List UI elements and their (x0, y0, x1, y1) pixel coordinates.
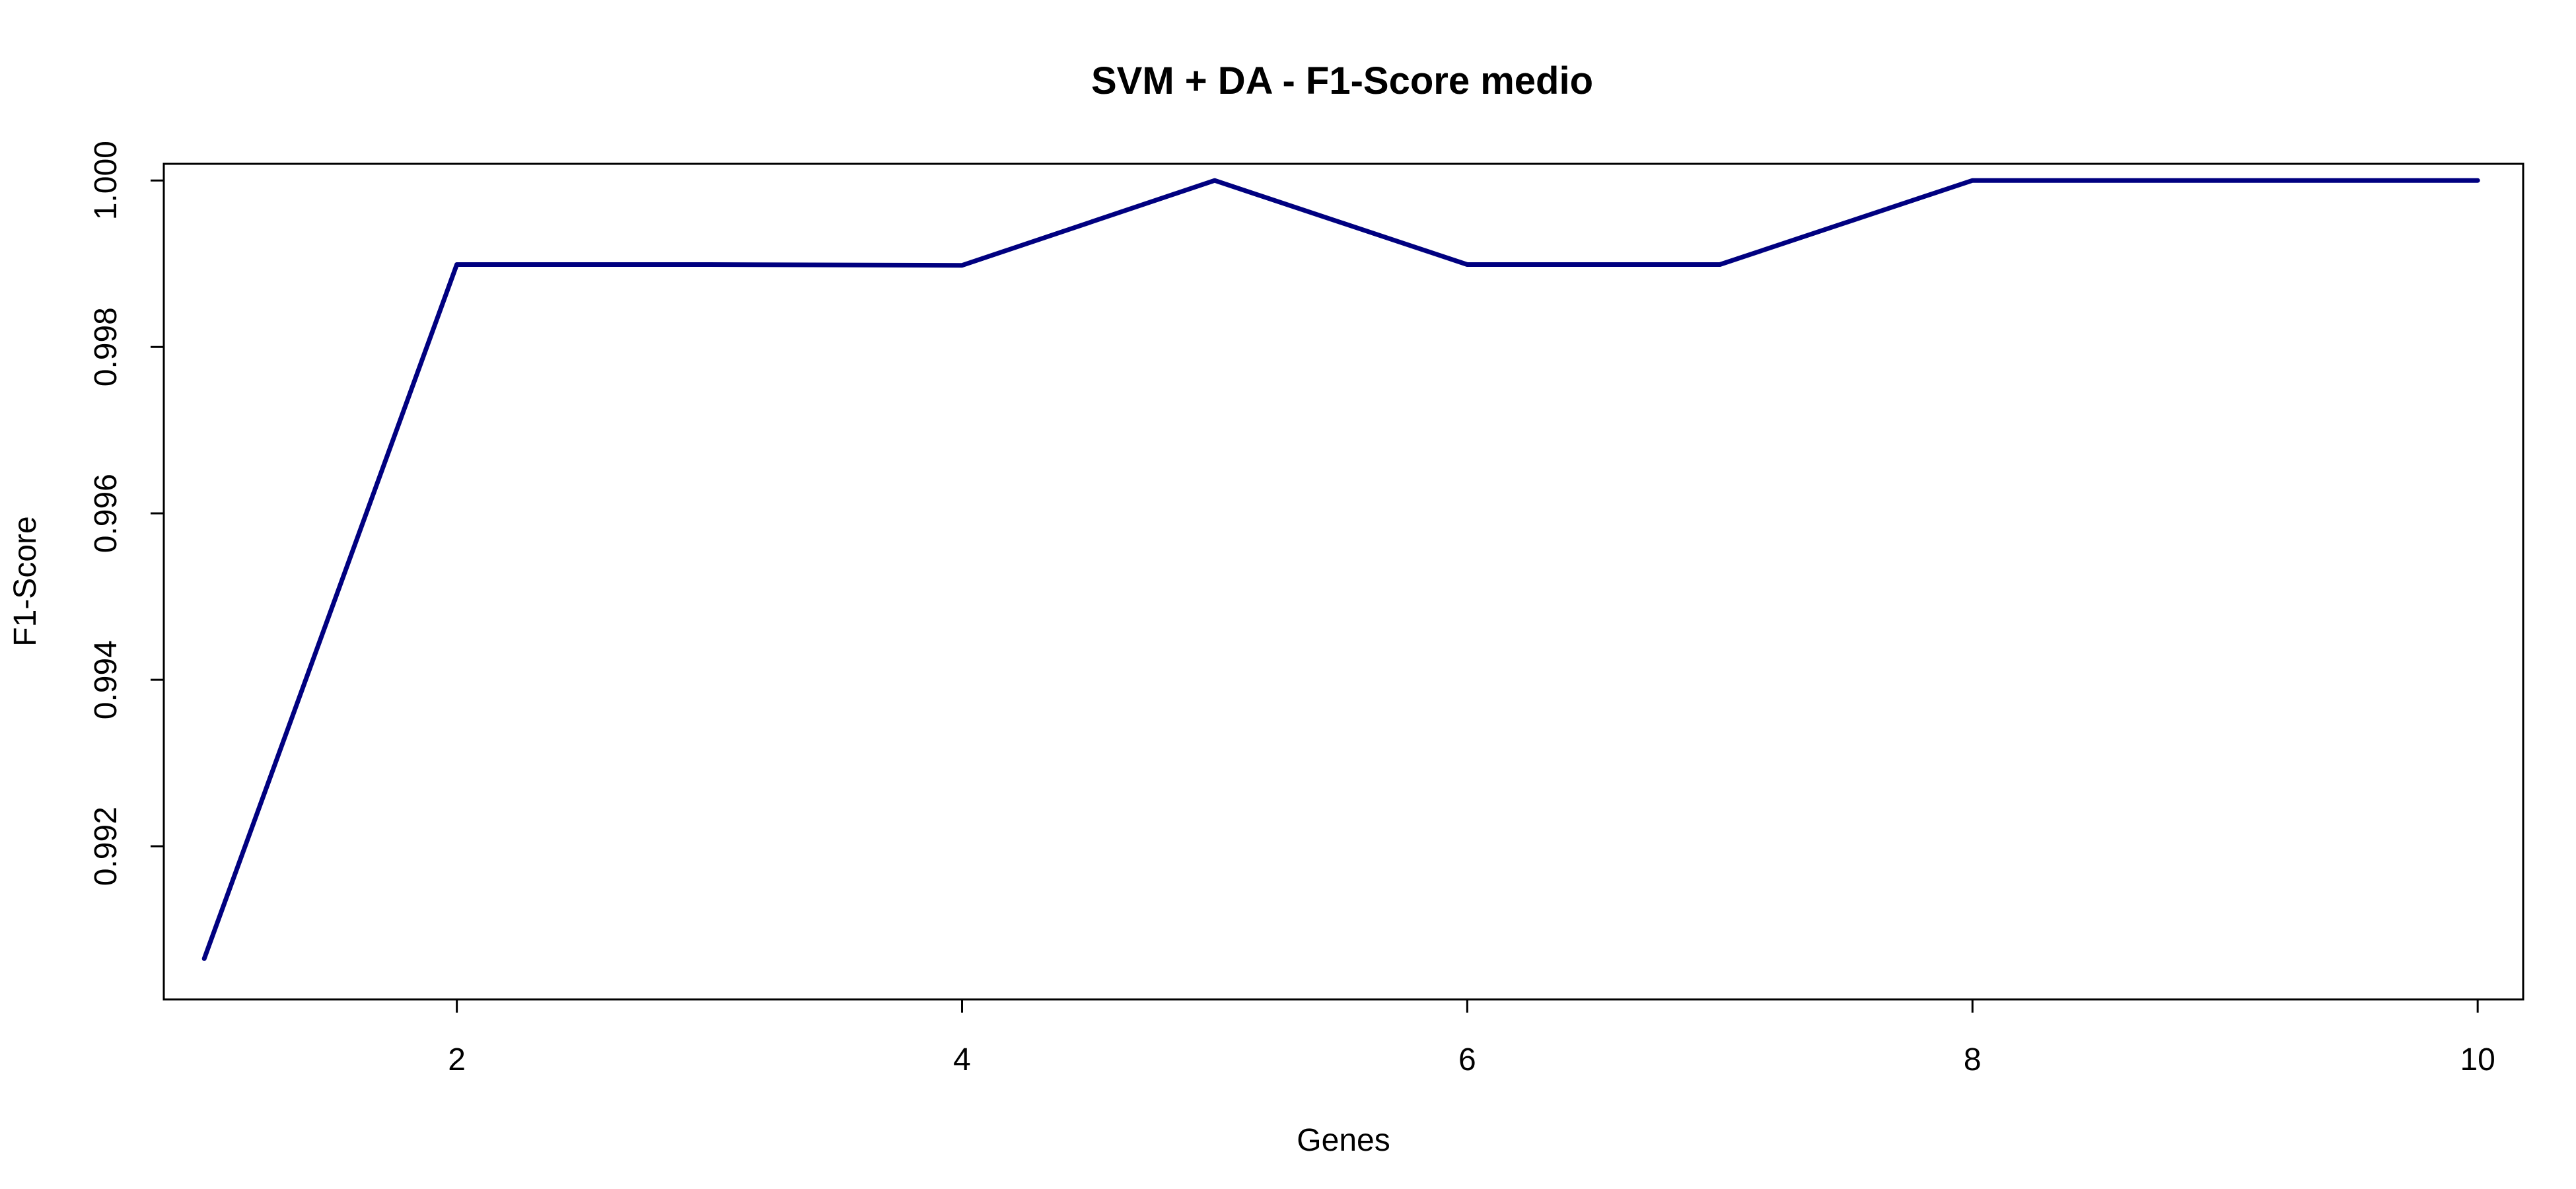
data-point (2223, 179, 2227, 182)
x-tick-label: 2 (448, 1042, 466, 1077)
x-tick-label: 8 (1964, 1042, 1982, 1077)
y-axis-label: F1-Score (8, 516, 43, 646)
y-tick-label: 0.994 (89, 640, 124, 719)
y-tick-label: 0.992 (89, 807, 124, 886)
y-tick-label: 1.000 (89, 141, 124, 220)
x-tick-label: 10 (2460, 1042, 2495, 1077)
data-point (708, 263, 711, 266)
data-point (1213, 179, 1216, 182)
data-point (1718, 263, 1721, 266)
chart-title: SVM + DA - F1-Score medio (1091, 59, 1593, 102)
plot-frame (162, 162, 2524, 1001)
data-point (1466, 263, 1469, 266)
x-axis-label: Genes (1297, 1123, 1390, 1158)
x-axis: 2 4 6 8 10 (448, 998, 2495, 1077)
x-tick-label: 6 (1458, 1042, 1476, 1077)
data-point (203, 957, 206, 960)
y-axis: 0.992 0.994 0.996 0.998 1.000 (89, 141, 165, 886)
data-point (2476, 179, 2480, 182)
data-point (455, 263, 458, 266)
data-point (960, 264, 964, 267)
data-point (1971, 179, 1974, 182)
x-tick-label: 4 (953, 1042, 971, 1077)
series-line (201, 178, 2480, 961)
y-tick-label: 0.998 (89, 307, 124, 386)
y-tick-label: 0.996 (89, 474, 124, 553)
series-layer (201, 178, 2480, 961)
